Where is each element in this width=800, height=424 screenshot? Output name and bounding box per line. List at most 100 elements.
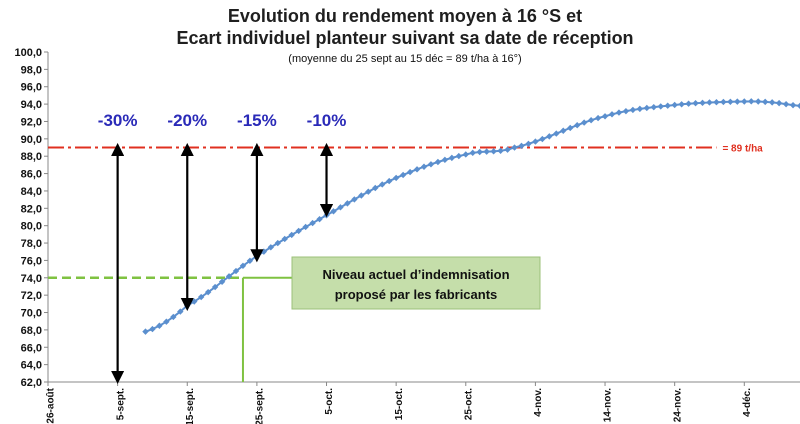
series-point: [358, 192, 365, 199]
series-point: [629, 106, 637, 114]
series-point: [546, 133, 553, 140]
series-point: [553, 130, 560, 137]
y-tick-label: 100,0: [14, 47, 42, 59]
y-tick-label: 94,0: [21, 99, 42, 111]
annotation-background: [291, 256, 541, 310]
y-tick-label: 70,0: [21, 308, 42, 320]
series-point: [504, 146, 511, 153]
series-point: [594, 114, 602, 122]
series-point: [483, 148, 490, 155]
series-point: [379, 181, 386, 188]
series-point: [170, 313, 177, 321]
series-point: [462, 151, 469, 158]
series-point: [455, 152, 463, 160]
series-point: [469, 149, 476, 157]
gap-arrows: -30% -20% -15% -10%: [98, 111, 347, 384]
series-point: [149, 325, 156, 333]
chart-title: Evolution du rendement moyen à 16 °S et: [228, 6, 582, 26]
series-point: [615, 109, 623, 116]
series-point: [476, 148, 483, 156]
series-point: [337, 204, 344, 211]
series-point: [448, 154, 456, 162]
series-point: [372, 184, 379, 192]
series-point: [218, 278, 226, 285]
series-point: [427, 161, 435, 168]
y-tick-label: 98,0: [21, 64, 42, 76]
series-point: [274, 239, 281, 247]
series-point: [734, 98, 741, 105]
series-point: [288, 231, 295, 239]
series-point: [580, 119, 588, 126]
series-point: [761, 98, 769, 106]
y-tick-label: 66,0: [21, 342, 42, 354]
gap-label: -15%: [237, 111, 277, 130]
chart-title-line2: Ecart individuel planteur suivant sa dat…: [176, 28, 633, 48]
series-point: [671, 101, 678, 109]
y-tick-label: 76,0: [21, 255, 42, 267]
series-point: [622, 107, 630, 115]
y-tick-label: 80,0: [21, 221, 42, 233]
series-point: [539, 135, 546, 143]
y-tick-label: 64,0: [21, 360, 42, 372]
series-point: [156, 322, 163, 329]
y-tick-label: 92,0: [21, 116, 42, 128]
annotation-line2: proposé par les fabricants: [335, 287, 498, 302]
series-point: [420, 163, 428, 170]
series-point: [163, 318, 170, 325]
x-tick-label: 5-sept.: [115, 388, 126, 420]
series-point: [413, 166, 421, 173]
reference-lines: = 89 t/ha: [48, 144, 763, 382]
series-point: [775, 99, 783, 107]
series-point: [608, 111, 616, 118]
x-tick-label: 15-oct.: [394, 388, 405, 420]
y-tick-label: 96,0: [21, 82, 42, 94]
series-point: [768, 99, 776, 106]
series-point: [525, 140, 532, 148]
series-point: [351, 196, 358, 203]
chart-subtitle: (moyenne du 25 sept au 15 déc = 89 t/ha …: [288, 53, 521, 65]
series-point: [657, 103, 664, 110]
gap-label: -10%: [307, 111, 347, 130]
series-point: [741, 98, 748, 105]
x-axis-ticks: 26-août 5-sept. 15-sept. 25-sept. 5-oct. 15-o…: [46, 382, 753, 424]
x-tick-label: 5-oct.: [324, 388, 335, 415]
series-point: [567, 124, 574, 132]
y-axis-ticks: 62,0 64,0 66,0 68,0 70,0 72,0 74,0 76,0 78,0 80,0…: [14, 47, 48, 389]
series-point: [601, 113, 609, 120]
series-point: [720, 98, 727, 106]
x-tick-label: 26-août: [46, 387, 57, 423]
series-point: [573, 122, 581, 129]
annotation-line1: Niveau actuel d’indemnisation: [322, 267, 509, 282]
series-point: [441, 156, 449, 164]
series-point: [204, 288, 212, 296]
series-point: [706, 99, 713, 106]
series-point: [587, 117, 595, 124]
y-tick-label: 86,0: [21, 169, 42, 181]
y-tick-label: 74,0: [21, 273, 42, 285]
gap-label: -20%: [167, 111, 207, 130]
y-tick-label: 84,0: [21, 186, 42, 198]
series-point: [796, 102, 800, 110]
x-tick-label: 25-sept.: [255, 388, 266, 424]
series-point: [211, 283, 219, 291]
series-point: [490, 148, 497, 155]
series-point: [197, 293, 205, 301]
y-tick-label: 62,0: [21, 377, 42, 389]
series-point: [678, 101, 685, 108]
series-point: [699, 99, 706, 107]
annotation-box: Niveau actuel d’indemnisation proposé pa…: [291, 256, 541, 310]
series-point: [713, 99, 720, 106]
series-point: [685, 100, 692, 107]
series-point: [497, 147, 504, 155]
gap-label: -30%: [98, 111, 138, 130]
series-point: [267, 244, 275, 251]
series-point: [302, 223, 309, 231]
reference-line-label: = 89 t/ha: [722, 144, 763, 155]
series-point: [560, 127, 567, 134]
series-point: [309, 219, 316, 227]
series-point: [142, 328, 149, 335]
series-point: [782, 100, 790, 108]
series-point: [232, 267, 240, 275]
series-point: [344, 200, 351, 207]
